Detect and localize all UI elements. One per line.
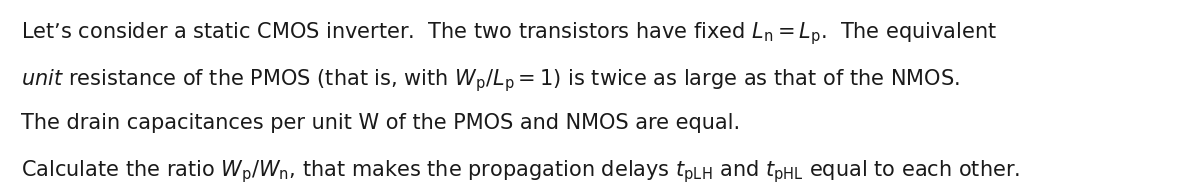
Text: Let’s consider a static CMOS inverter.  The two transistors have fixed $L_{\math: Let’s consider a static CMOS inverter. T… — [21, 20, 998, 47]
Text: The drain capacitances per unit W of the PMOS and NMOS are equal.: The drain capacitances per unit W of the… — [21, 113, 740, 133]
Text: Calculate the ratio $W_{\mathrm{p}}/W_{\mathrm{n}}$, that makes the propagation : Calculate the ratio $W_{\mathrm{p}}/W_{\… — [21, 159, 1020, 185]
Text: $\mathit{unit}$ resistance of the PMOS (that is, with $W_{\mathrm{p}}/L_{\mathrm: $\mathit{unit}$ resistance of the PMOS (… — [21, 67, 960, 94]
